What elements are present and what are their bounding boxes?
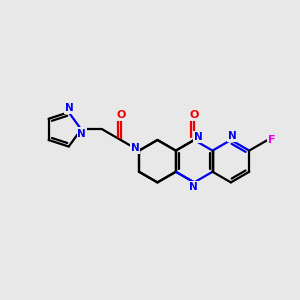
Text: F: F — [268, 135, 275, 145]
Text: O: O — [190, 110, 199, 120]
Text: N: N — [65, 103, 74, 113]
Text: O: O — [190, 110, 199, 120]
Text: N: N — [228, 131, 237, 141]
Text: F: F — [268, 135, 275, 145]
Text: N: N — [194, 133, 203, 142]
Text: O: O — [116, 110, 125, 120]
Text: N: N — [77, 128, 86, 138]
Text: N: N — [130, 143, 139, 153]
Text: N: N — [189, 182, 198, 192]
Text: N: N — [77, 128, 86, 139]
Text: N: N — [228, 131, 237, 141]
Text: N: N — [65, 103, 74, 113]
Text: O: O — [116, 110, 125, 120]
Text: N: N — [194, 132, 203, 142]
Text: N: N — [189, 182, 198, 192]
Text: N: N — [130, 143, 139, 153]
